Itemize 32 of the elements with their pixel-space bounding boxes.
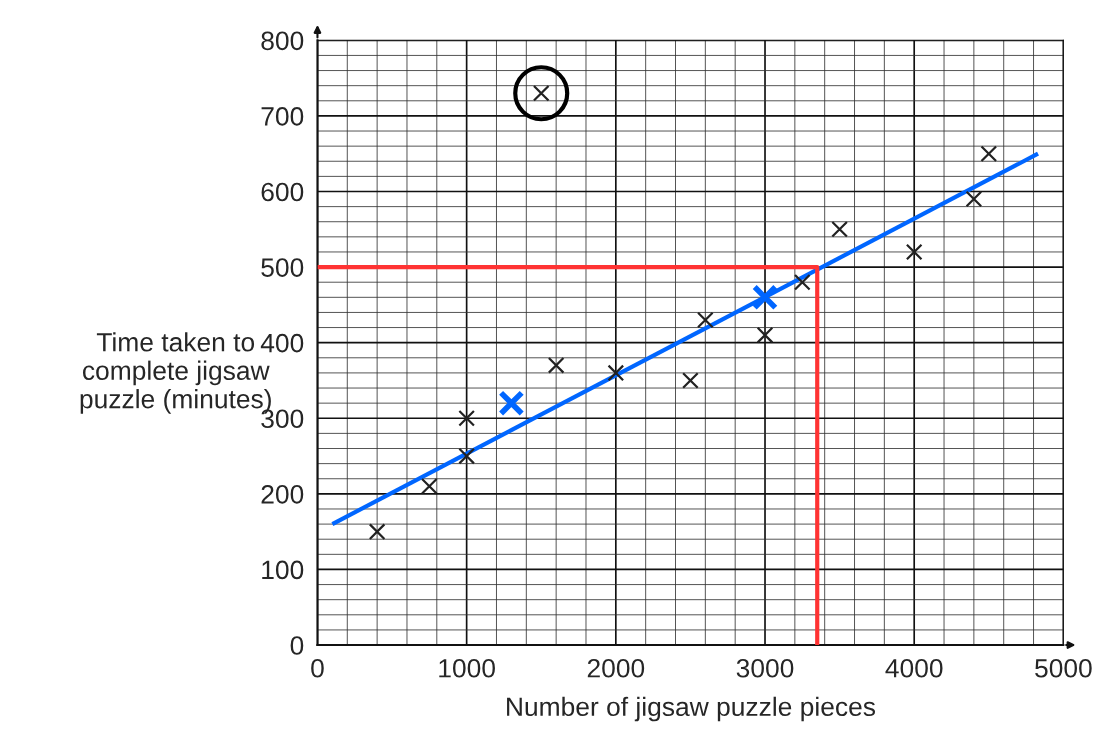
x-tick-label: 3000	[736, 658, 794, 678]
y-tick-label: 100	[262, 560, 304, 580]
x-axis-title: Number of jigsaw puzzle pieces	[507, 696, 876, 722]
x-tick-label: 0	[311, 658, 324, 678]
point	[513, 65, 570, 122]
point	[420, 477, 438, 495]
y-tick-label: 800	[261, 31, 304, 51]
point	[980, 145, 998, 163]
point	[458, 447, 476, 465]
x-tick-label: 4000	[885, 658, 943, 678]
y-tick-label: 0	[290, 636, 304, 655]
point	[498, 390, 525, 417]
point	[368, 523, 386, 541]
y-tick-label: 200	[261, 484, 304, 504]
x-tick-label: 2000	[587, 658, 645, 678]
point	[751, 284, 779, 311]
point	[547, 356, 565, 374]
y-tick-label: 700	[261, 107, 304, 126]
point	[756, 326, 774, 344]
point	[682, 372, 699, 389]
x-tick-label: 1000	[439, 658, 495, 678]
point	[965, 190, 983, 208]
point	[831, 220, 848, 238]
y-tick-label: 500	[261, 258, 304, 277]
x-tick-label: 5000	[1035, 658, 1092, 678]
y-tick-label: 400	[260, 333, 304, 353]
point	[793, 273, 811, 291]
point	[458, 409, 476, 427]
point	[696, 311, 714, 329]
point	[607, 364, 625, 382]
point	[905, 243, 923, 261]
y-tick-label: 600	[261, 182, 304, 202]
